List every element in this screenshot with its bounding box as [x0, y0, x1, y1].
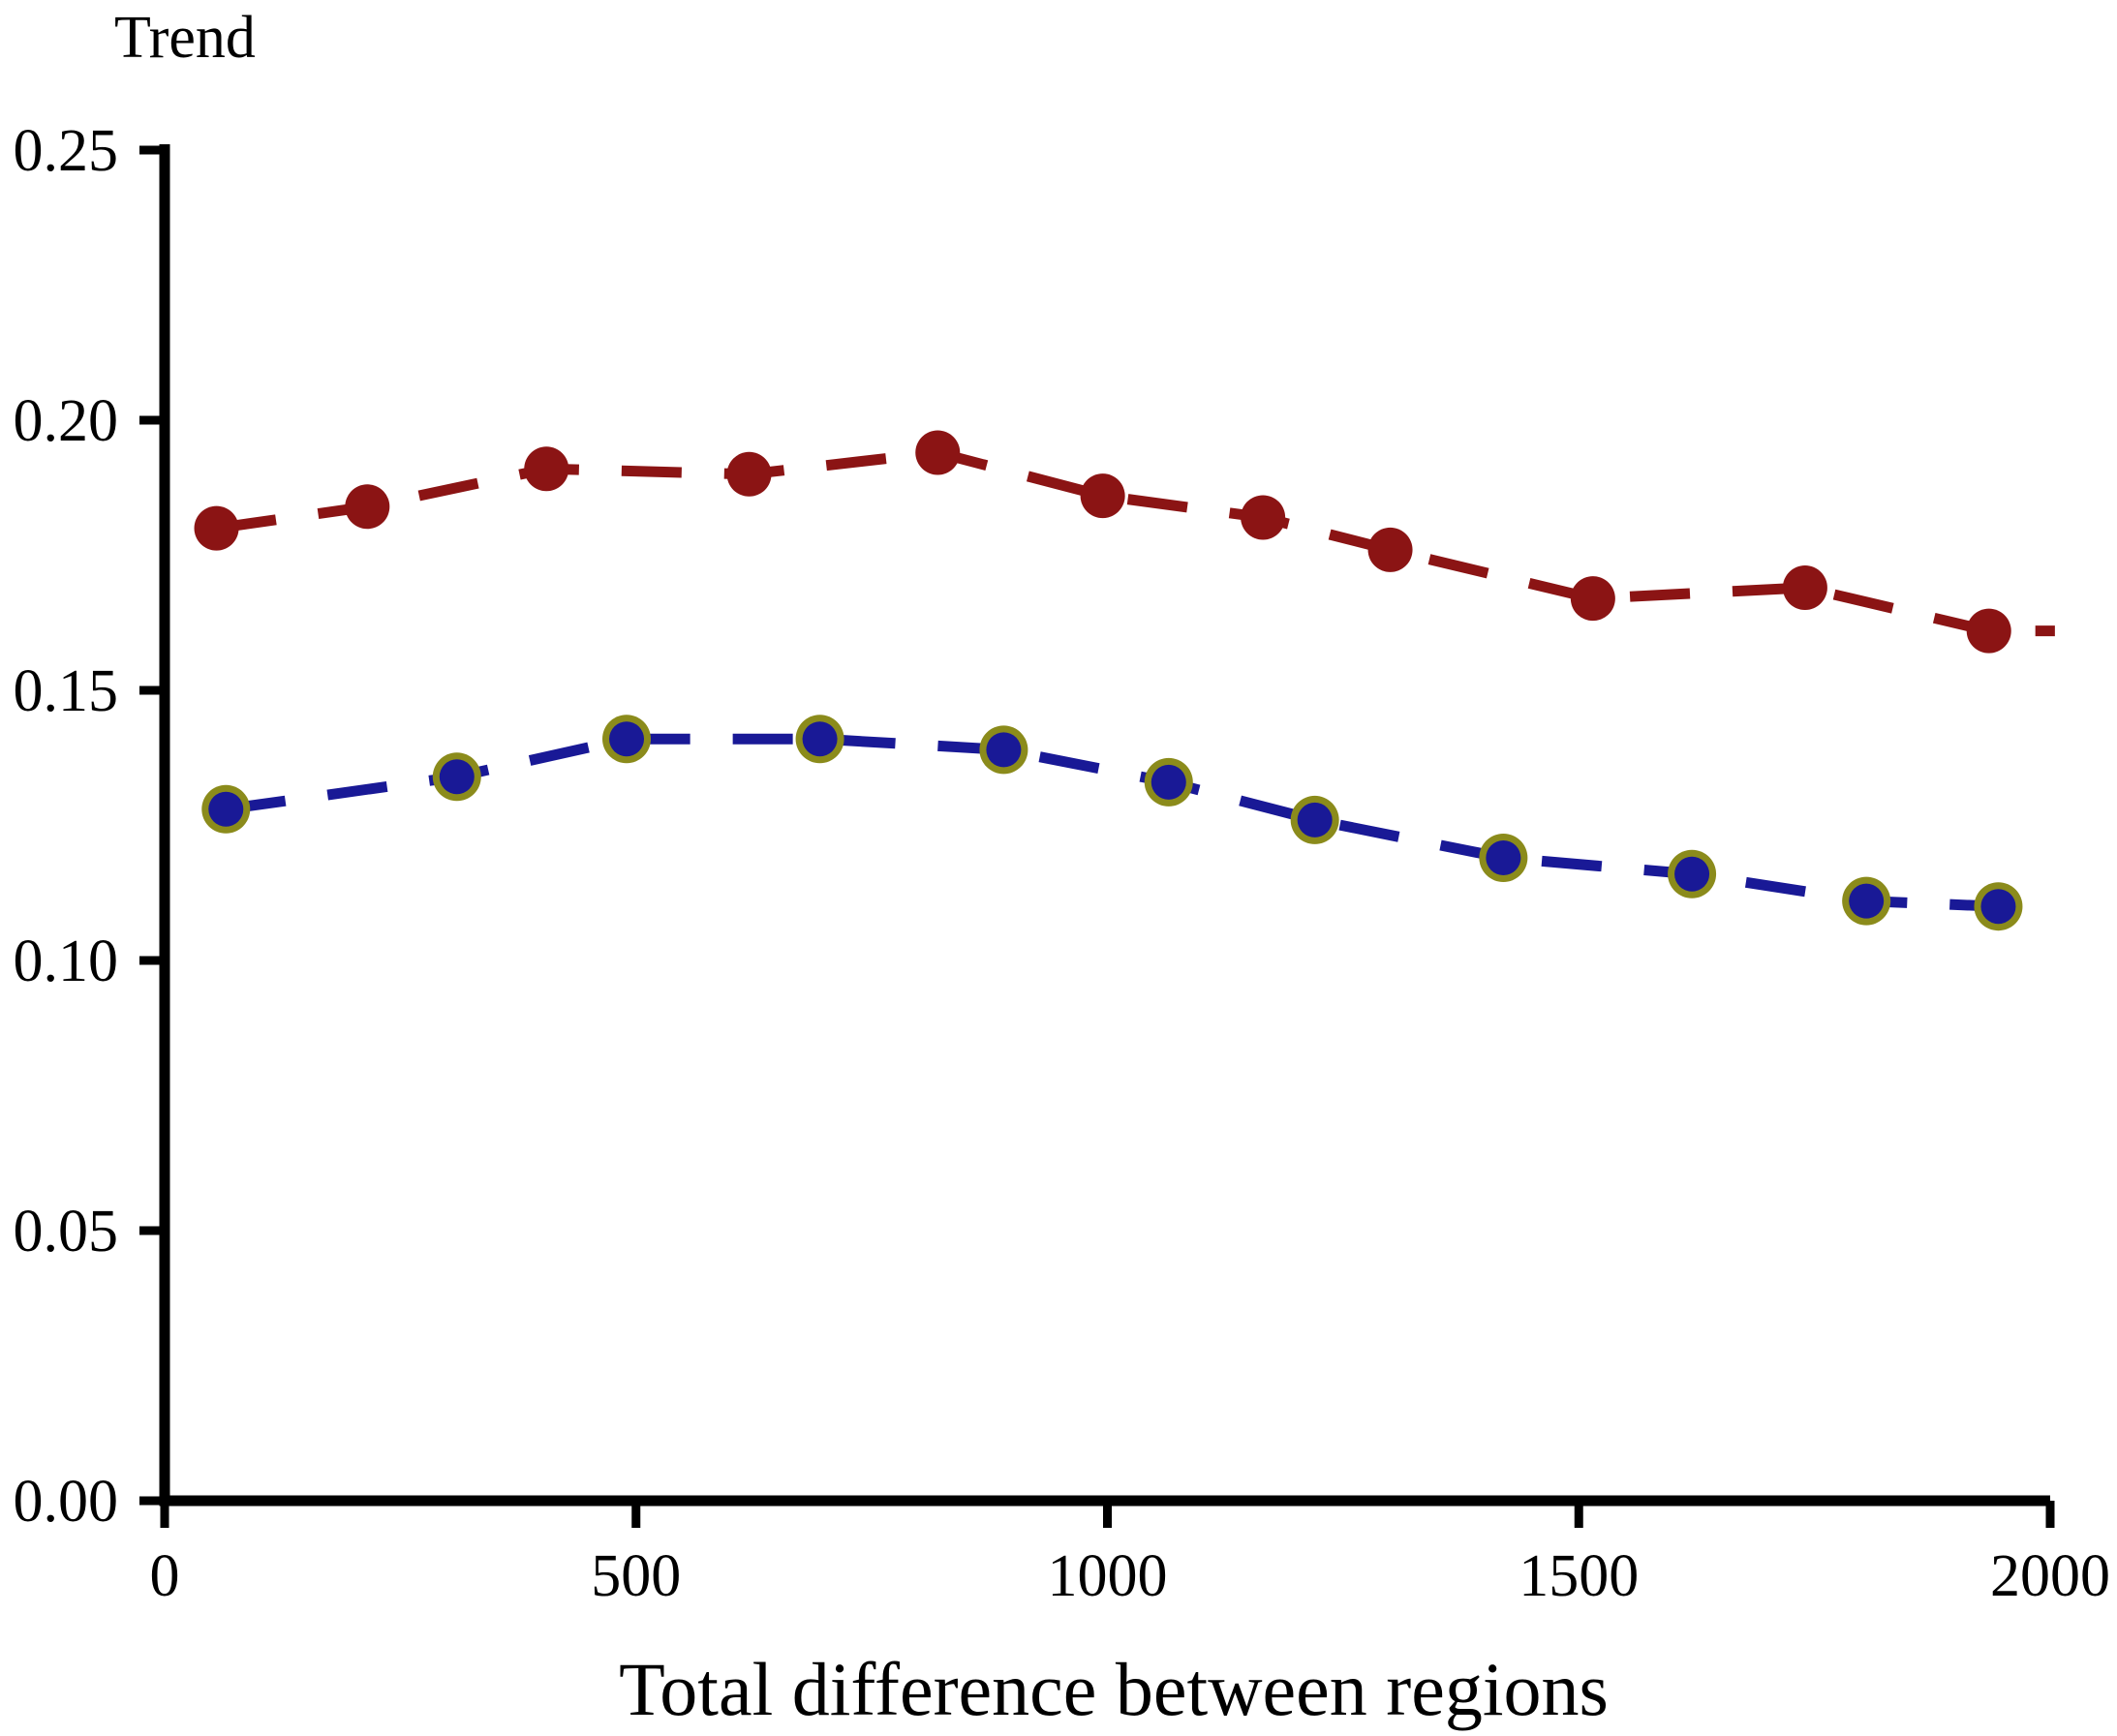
series-0-marker	[915, 430, 961, 475]
x-tick-label: 1500	[1519, 1543, 1639, 1609]
y-tick-label: 0.10	[14, 929, 119, 994]
axis-line	[159, 144, 2050, 1507]
x-tick-label: 1000	[1048, 1543, 1168, 1609]
series-1-marker	[802, 721, 838, 757]
y-tick-label: 0.00	[14, 1469, 119, 1535]
x-tick-label: 0	[150, 1543, 180, 1609]
x-axis-title: Total difference between regions	[619, 1647, 1609, 1731]
series-0-marker	[1367, 527, 1413, 572]
y-tick-label: 0.05	[14, 1199, 119, 1264]
series-1-marker	[439, 759, 475, 795]
series-1-marker	[1980, 889, 2016, 925]
series-1-marker	[1486, 839, 1521, 875]
series-0-marker	[345, 484, 390, 530]
series-0-marker	[1966, 608, 2011, 654]
x-tick-label: 2000	[1990, 1543, 2110, 1609]
series-0-marker	[1241, 495, 1286, 540]
series-1-line	[225, 733, 1999, 912]
series-1-marker	[1674, 856, 1710, 892]
series-1-marker	[609, 721, 645, 757]
series-0-marker	[194, 505, 239, 551]
y-tick-label: 0.15	[14, 658, 119, 724]
series-1-marker	[208, 791, 244, 827]
series-0-marker	[1570, 576, 1615, 622]
series-1-marker	[1151, 764, 1186, 800]
series-0-marker	[1080, 473, 1125, 519]
y-axis-title: Trend	[114, 5, 256, 71]
series-0-marker	[726, 451, 772, 497]
series-1-marker	[1849, 883, 1885, 919]
y-tick-label: 0.25	[14, 118, 119, 184]
series-1-marker	[1297, 802, 1333, 838]
series-0-marker	[524, 446, 569, 492]
series-0-line	[215, 446, 2055, 637]
y-tick-label: 0.20	[14, 388, 119, 454]
x-tick-label: 500	[591, 1543, 681, 1609]
series-0-marker	[1782, 564, 1827, 610]
series-1-marker	[986, 732, 1022, 768]
